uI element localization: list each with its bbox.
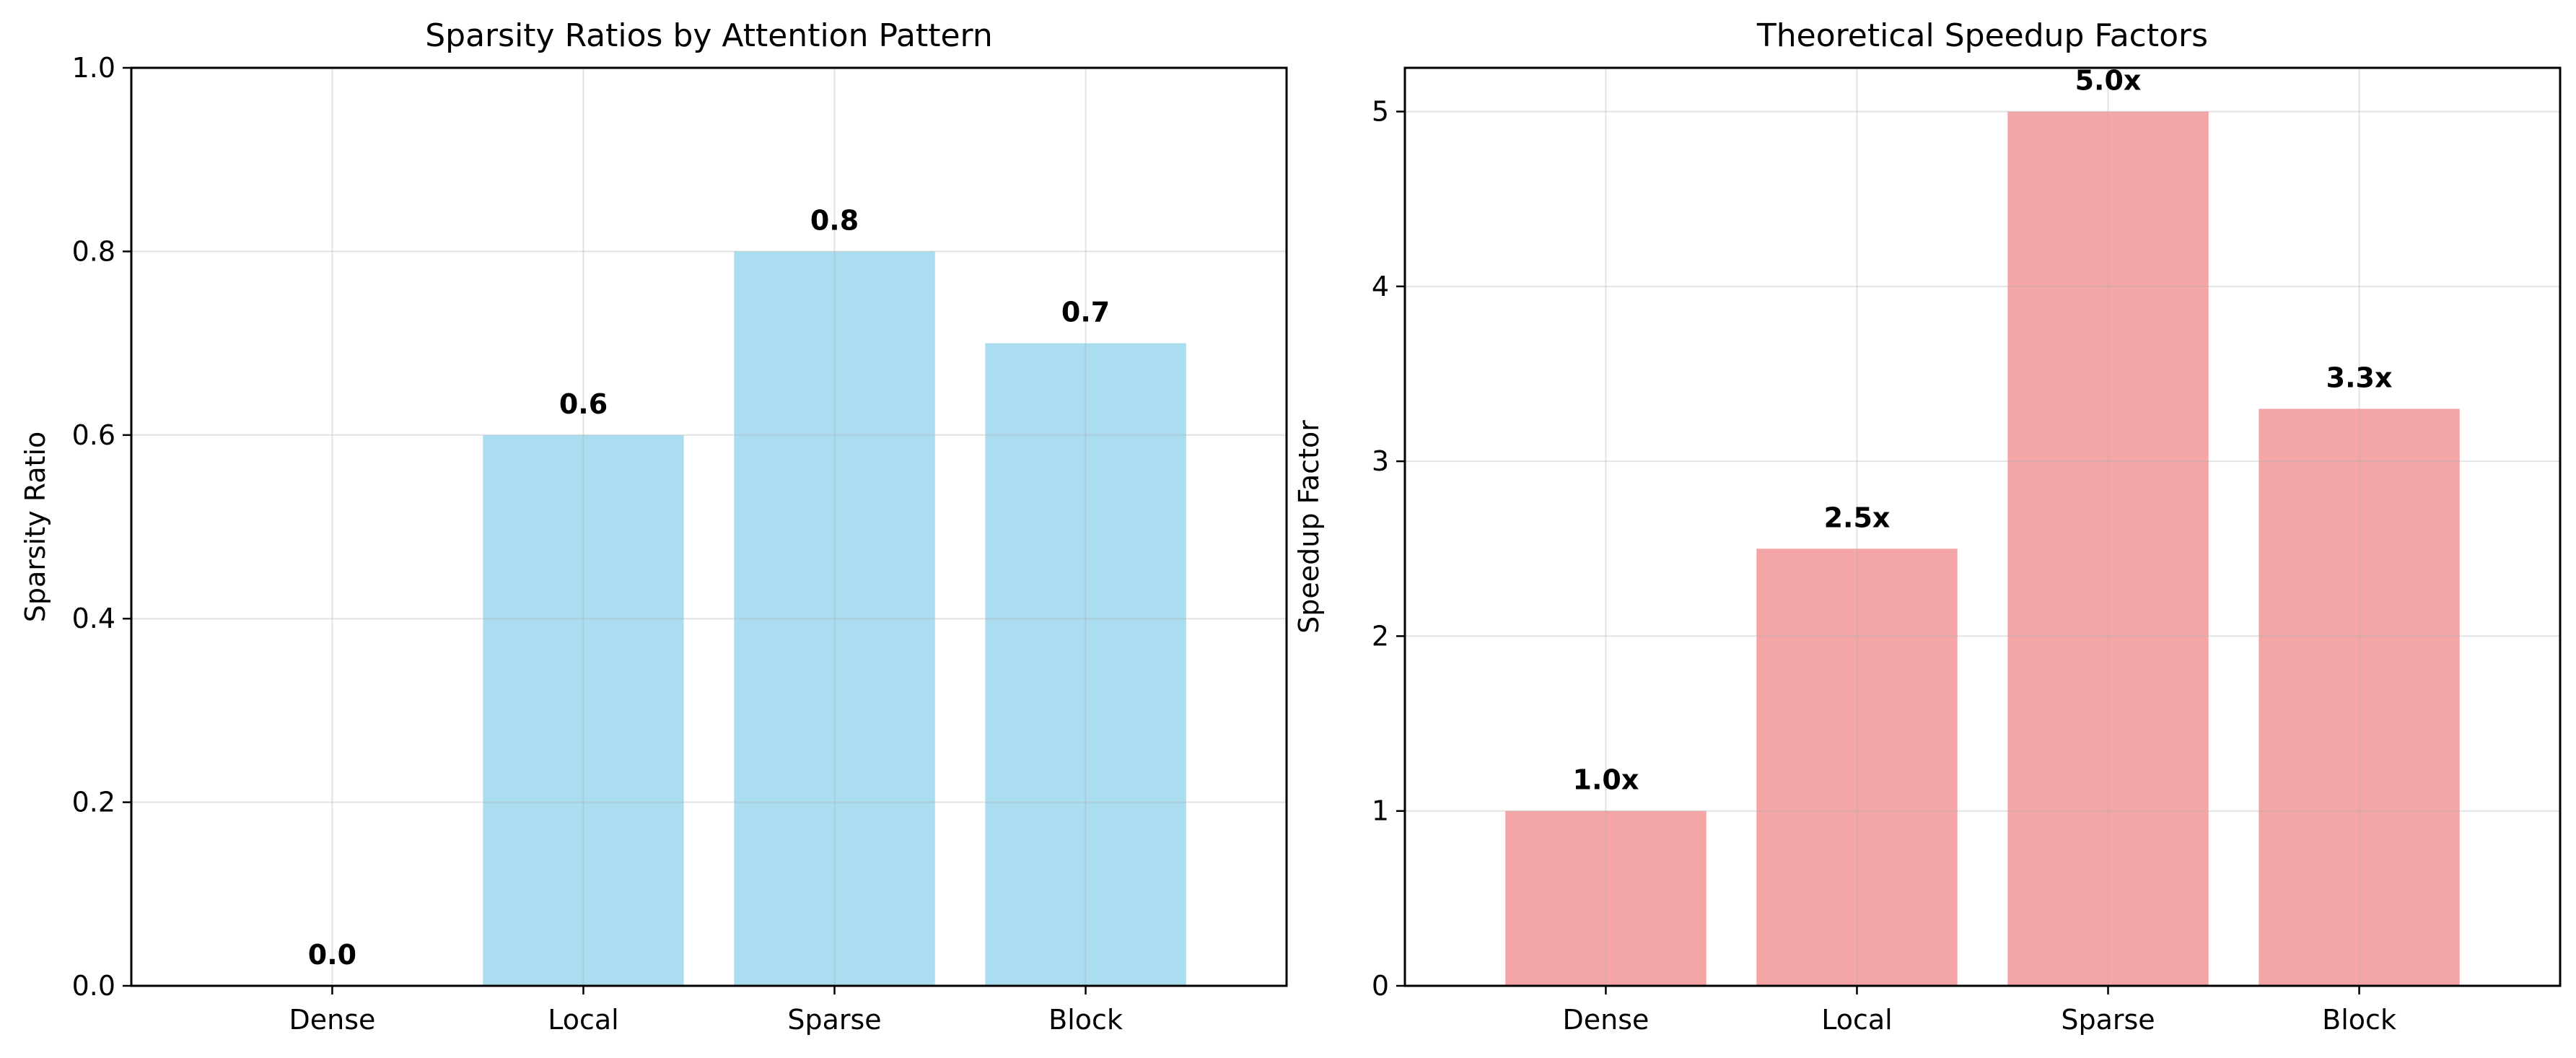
data-label: 0.7 <box>1061 297 1110 328</box>
y-tick-label: 1 <box>1372 795 1389 827</box>
y-tick-label: 0.6 <box>72 419 115 451</box>
data-label: 5.0x <box>2075 65 2142 97</box>
x-tick-label: Dense <box>289 1004 375 1036</box>
y-tick-label: 0.0 <box>72 970 115 1002</box>
bar-block <box>2259 408 2460 986</box>
y-tick-label: 1.0 <box>72 52 115 84</box>
data-label: 2.5x <box>1824 502 1891 533</box>
chart-title: Theoretical Speedup Factors <box>1756 17 2208 54</box>
x-tick-label: Sparse <box>787 1004 881 1036</box>
chart-title: Sparsity Ratios by Attention Pattern <box>425 17 993 54</box>
y-tick-label: 3 <box>1372 445 1389 477</box>
bar-local <box>483 434 684 986</box>
x-tick-label: Local <box>548 1004 619 1036</box>
data-label: 0.8 <box>810 204 859 236</box>
axes-frame <box>1403 66 2562 987</box>
speedup-chart: Theoretical Speedup Factors Speedup Fact… <box>1293 17 2562 1036</box>
y-axis-label: Speedup Factor <box>1293 420 1325 634</box>
y-tick-label: 0.2 <box>72 787 115 818</box>
x-tick-label: Local <box>1821 1004 1893 1036</box>
y-tick-label: 4 <box>1372 271 1389 302</box>
data-label: 0.6 <box>559 388 608 420</box>
sparsity-chart: Sparsity Ratios by Attention Pattern Spa… <box>19 17 1288 1036</box>
y-tick-label: 0.4 <box>72 603 115 634</box>
y-tick-label: 0.8 <box>72 235 115 267</box>
data-label: 1.0x <box>1573 764 1639 796</box>
y-axis-label: Sparsity Ratio <box>19 432 51 623</box>
y-tick-label: 5 <box>1372 96 1389 128</box>
y-tick-label: 2 <box>1372 620 1389 652</box>
data-label: 3.3x <box>2326 362 2393 393</box>
data-label: 0.0 <box>308 939 356 971</box>
y-tick-label: 0 <box>1372 970 1389 1002</box>
x-tick-label: Dense <box>1562 1004 1649 1036</box>
bar-sparse <box>734 251 935 986</box>
x-tick-label: Block <box>2322 1004 2396 1036</box>
x-tick-label: Block <box>1048 1004 1123 1036</box>
axes-frame <box>130 66 1288 987</box>
bar-dense <box>1505 810 1707 986</box>
bar-block <box>985 343 1186 987</box>
x-tick-label: Sparse <box>2061 1004 2155 1036</box>
bar-local <box>1756 548 1958 986</box>
bar-sparse <box>2007 111 2209 987</box>
